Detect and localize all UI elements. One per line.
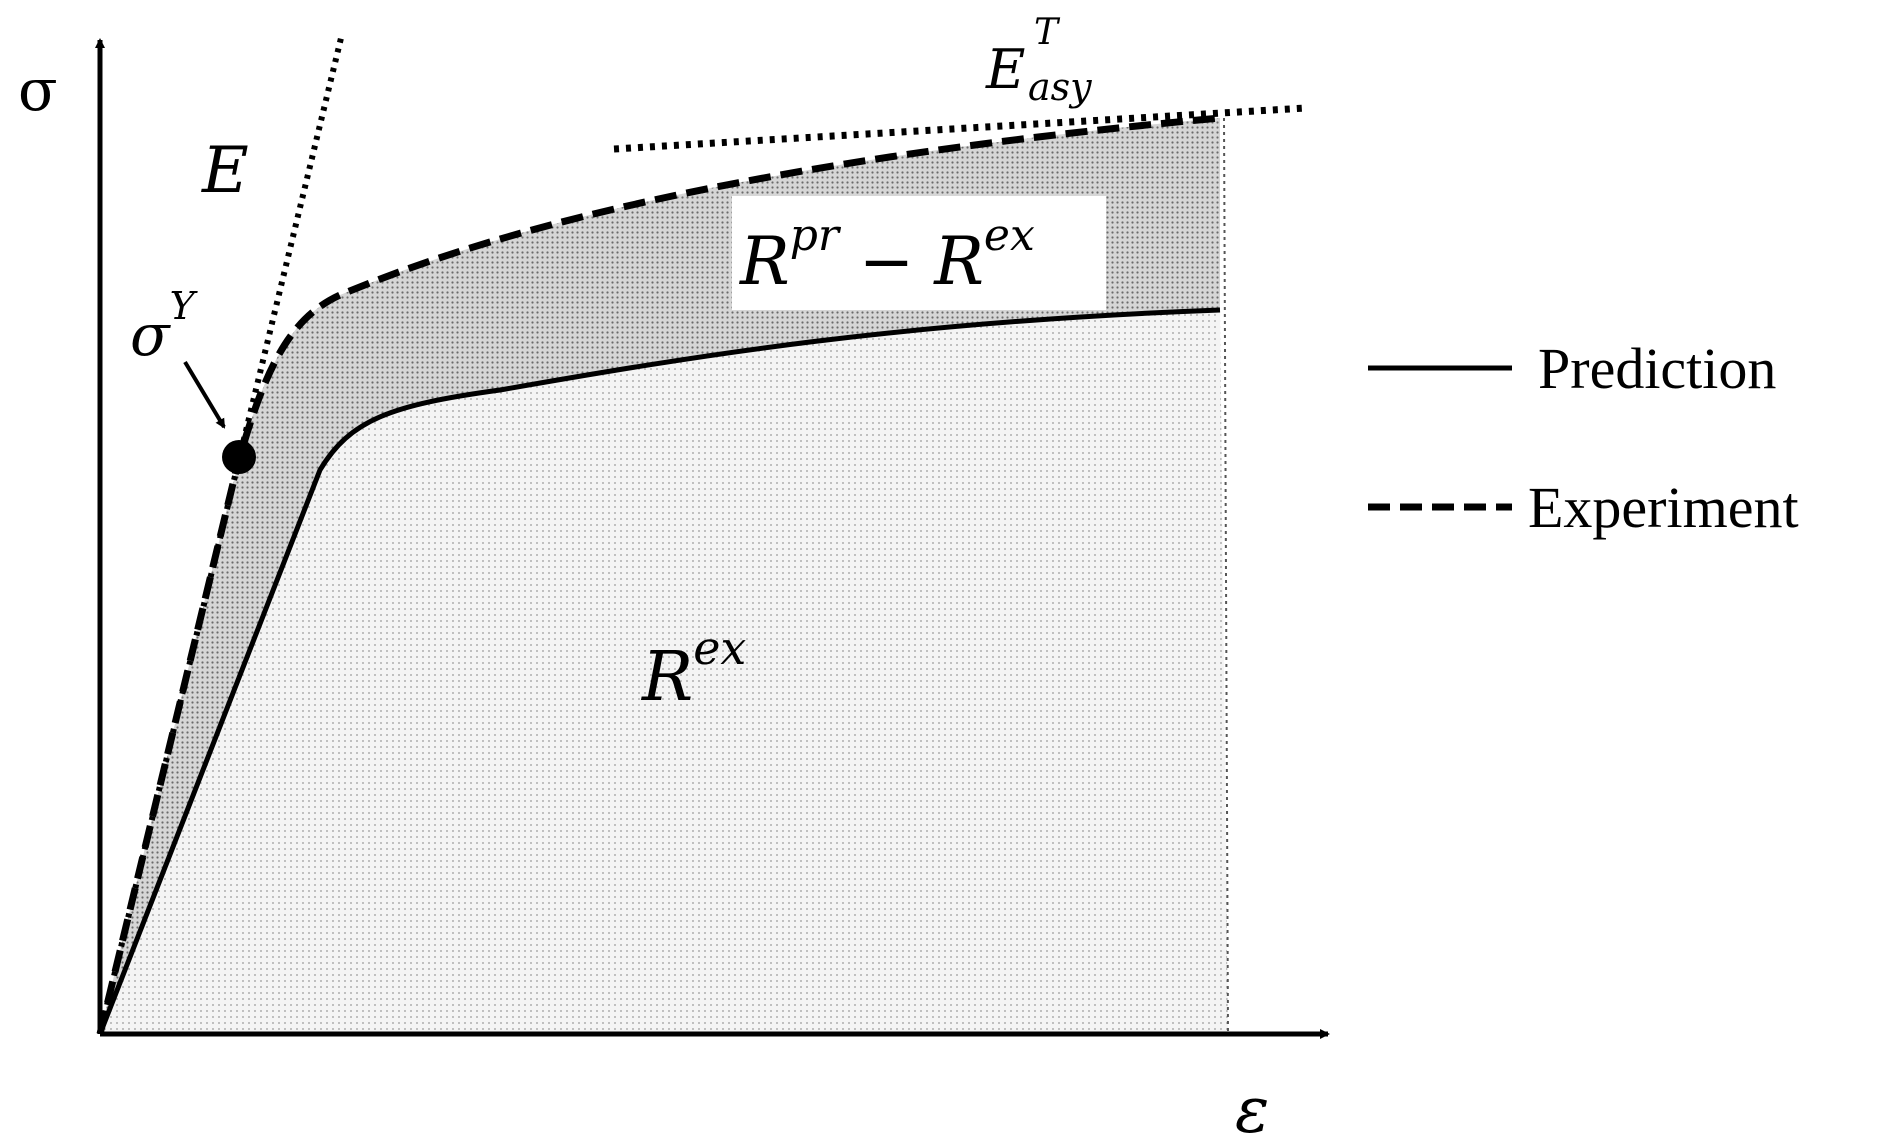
- residual-region-label: Rpr − Rex: [739, 210, 1035, 300]
- residual-shaded-region: [100, 118, 1220, 1034]
- asymptotic-modulus-label: E T asy: [985, 12, 1092, 109]
- legend: Prediction Experiment: [1368, 336, 1799, 540]
- y-axis-label: σ: [18, 56, 58, 124]
- asymptotic-tangent-line: [613, 104, 1307, 153]
- legend-experiment-label: Experiment: [1528, 475, 1799, 540]
- prediction-shaded-region: [100, 310, 1228, 1034]
- x-axis-label: ε: [1235, 1074, 1269, 1144]
- region-right-boundary: [1223, 117, 1229, 1035]
- residual-label-box: [732, 196, 1106, 310]
- experiment-curve: [96, 114, 1221, 1035]
- yield-stress-label: σY: [130, 284, 199, 369]
- elastic-modulus-label: E: [201, 134, 249, 208]
- yield-point-marker: [222, 440, 256, 474]
- yield-pointer-arrow: [183, 360, 226, 429]
- prediction-curve: [97, 307, 1221, 1035]
- lower-region-label: Rex: [640, 621, 746, 717]
- legend-prediction-label: Prediction: [1538, 336, 1776, 401]
